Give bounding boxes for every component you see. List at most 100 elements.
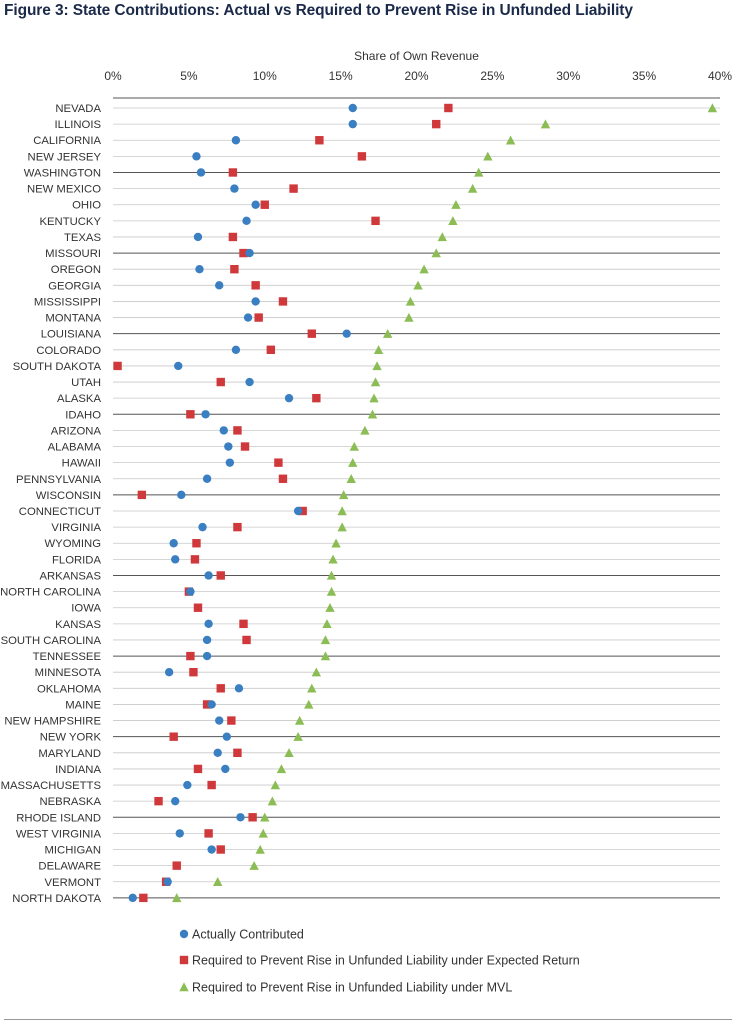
mvl-point — [404, 312, 414, 322]
actual-contribution-point — [251, 297, 260, 306]
mvl-point — [349, 441, 359, 451]
state-label: ALABAMA — [48, 442, 102, 454]
state-label: MONTANA — [45, 313, 101, 325]
actual-contribution-point — [192, 152, 201, 161]
expected-return-point — [216, 377, 225, 387]
state-label: DELAWARE — [38, 861, 101, 873]
actual-contribution-point — [245, 248, 254, 258]
actual-contribution-point — [195, 265, 204, 274]
x-tick-label: 15% — [329, 69, 353, 83]
legend: Actually Contributed Required to Prevent … — [179, 928, 580, 995]
mvl-point — [451, 200, 461, 209]
actual-contribution-point — [342, 329, 351, 338]
expected-return-point — [207, 780, 216, 790]
mvl-point — [483, 151, 493, 161]
actual-contribution-point — [202, 474, 212, 483]
mvl-point — [326, 586, 337, 596]
expected-return-point — [230, 265, 239, 274]
expected-return-point — [227, 716, 236, 725]
mvl-point — [294, 715, 305, 725]
expected-return-point — [190, 555, 200, 564]
actual-contribution-point — [186, 587, 195, 596]
mvl-point — [304, 699, 314, 709]
actual-contribution-point — [175, 829, 184, 838]
state-label: INDIANA — [55, 764, 101, 776]
actual-contribution-point — [207, 845, 216, 854]
state-label: IDAHO — [65, 409, 101, 421]
actual-contribution-point — [196, 168, 206, 177]
actual-contribution-point — [183, 780, 192, 790]
expected-return-point — [216, 684, 225, 693]
expected-return-point — [278, 297, 288, 306]
grid-lines — [113, 97, 720, 899]
mvl-point — [260, 812, 270, 822]
expected-return-point — [239, 248, 248, 258]
expected-return-point — [189, 668, 198, 677]
state-label: SOUTH CAROLINA — [1, 635, 102, 647]
actual-contribution-point — [293, 506, 303, 516]
actual-contribution-point — [215, 716, 224, 725]
x-tick-label: 30% — [556, 69, 580, 83]
mvl-point — [213, 877, 223, 886]
expected-return-point — [216, 571, 225, 580]
mvl-point — [172, 893, 182, 903]
state-label: NORTH CAROLINA — [0, 587, 101, 599]
state-label: ARKANSAS — [39, 570, 101, 582]
state-label: NEW HAMPSHIRE — [4, 716, 101, 728]
expected-return-point — [228, 168, 238, 177]
x-tick-label: 20% — [404, 69, 428, 83]
x-tick-label: 10% — [253, 69, 277, 83]
mvl-point — [370, 377, 381, 387]
actual-contribution-point — [284, 393, 294, 403]
legend-marker-square — [179, 955, 189, 965]
mvl-point — [293, 731, 303, 741]
mvl-point — [325, 603, 335, 612]
mvl-point — [337, 522, 347, 532]
expected-return-point — [312, 393, 321, 403]
expected-return-point — [137, 490, 147, 500]
state-label: ALASKA — [57, 393, 101, 405]
expected-return-point — [240, 442, 250, 451]
mvl-point — [307, 683, 317, 693]
expected-return-point — [193, 764, 203, 774]
actual-contribution-point — [171, 555, 180, 564]
x-tick-label: 5% — [180, 69, 198, 83]
actual-contribution-point — [204, 571, 213, 580]
x-axis: Share of Own Revenue 0% 5% 10% 15% 20% 25% 30% 3… — [104, 49, 732, 83]
state-label: WYOMING — [45, 538, 101, 550]
actual-contribution-point — [242, 216, 251, 226]
mvl-point — [372, 361, 382, 371]
state-label: MAINE — [65, 699, 101, 711]
state-label: SOUTH DAKOTA — [13, 361, 102, 373]
expected-return-point — [228, 232, 238, 242]
actual-contribution-point — [222, 732, 232, 741]
expected-return-point — [315, 136, 324, 145]
state-label: OKLAHOMA — [37, 683, 101, 695]
actual-contribution-point — [234, 684, 244, 693]
mvl-point — [413, 280, 423, 290]
bottom-divider — [4, 1019, 732, 1020]
state-label: WASHINGTON — [24, 167, 101, 179]
actual-contribution-point — [171, 796, 180, 806]
expected-return-point — [202, 700, 212, 709]
expected-return-point — [266, 345, 276, 354]
actual-contribution-point — [163, 877, 172, 886]
state-label: COLORADO — [36, 345, 101, 357]
mvl-point — [369, 393, 379, 403]
expected-return-point — [274, 458, 283, 467]
mvl-point — [276, 764, 287, 774]
expected-return-point — [289, 184, 298, 193]
expected-return-point — [216, 845, 225, 854]
mvl-point — [505, 135, 516, 145]
legend-marker-circle — [179, 929, 189, 939]
mvl-point — [326, 570, 337, 580]
mvl-point — [258, 828, 268, 838]
mvl-point — [431, 248, 441, 258]
state-label: KANSAS — [55, 619, 101, 631]
state-label: IOWA — [71, 603, 101, 615]
expected-return-point — [444, 103, 453, 113]
actual-contribution-point — [193, 232, 203, 242]
mvl-point — [540, 119, 551, 129]
actual-contribution-point — [164, 668, 174, 677]
x-tick-label: 0% — [104, 69, 122, 83]
